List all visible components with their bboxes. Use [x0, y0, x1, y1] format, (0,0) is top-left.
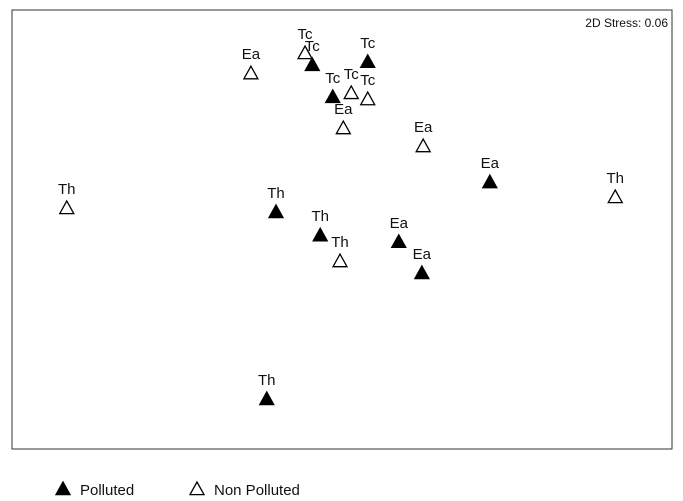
point-marker	[335, 119, 352, 135]
point-label: Ea	[242, 46, 261, 63]
point-marker	[607, 188, 624, 204]
stress-annotation: 2D Stress: 0.06	[585, 16, 668, 30]
point-marker	[312, 226, 329, 242]
point-marker	[413, 264, 430, 280]
legend-label: Polluted	[80, 482, 134, 499]
point-label: Ea	[414, 119, 433, 136]
point-marker	[359, 90, 376, 106]
point-marker	[267, 203, 285, 219]
point-label: Tc	[360, 72, 376, 89]
point-label: Ea	[390, 215, 409, 232]
point-marker	[343, 84, 360, 100]
point-label: Tc	[344, 66, 360, 83]
point-label: Ea	[413, 246, 432, 263]
point-label: Ea	[334, 101, 353, 118]
legend-marker	[54, 480, 72, 496]
point-marker	[258, 390, 275, 406]
point-label: Th	[258, 372, 276, 389]
point-label: Th	[331, 234, 349, 251]
point-marker	[304, 56, 321, 72]
point-label: Tc	[360, 35, 376, 52]
point-marker	[331, 252, 349, 268]
plot-frame	[11, 9, 673, 450]
point-label: Th	[311, 208, 329, 225]
point-label: Th	[267, 185, 285, 202]
point-label: Tc	[325, 70, 341, 87]
point-marker	[390, 233, 407, 249]
point-marker	[481, 173, 498, 189]
legend-label: Non Polluted	[214, 482, 300, 499]
point-label: Th	[58, 181, 76, 198]
point-marker	[58, 199, 75, 215]
point-label: Tc	[298, 26, 314, 43]
point-marker	[242, 64, 260, 80]
legend-marker	[188, 480, 206, 496]
point-label: Ea	[481, 155, 500, 172]
point-marker	[324, 88, 341, 104]
point-marker	[296, 44, 314, 60]
point-label: Th	[606, 170, 624, 187]
point-marker	[415, 137, 432, 153]
point-label: Tc	[305, 38, 321, 55]
point-marker	[359, 53, 376, 69]
